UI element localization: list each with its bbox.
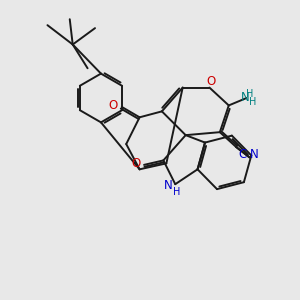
Text: C: C bbox=[238, 148, 247, 161]
Text: H: H bbox=[247, 88, 254, 98]
Text: H: H bbox=[173, 187, 180, 196]
Text: O: O bbox=[131, 157, 140, 170]
Text: O: O bbox=[109, 99, 118, 112]
Text: H: H bbox=[249, 97, 257, 106]
Text: N: N bbox=[241, 92, 250, 104]
Text: N: N bbox=[164, 179, 173, 192]
Text: O: O bbox=[206, 74, 216, 88]
Text: N: N bbox=[250, 148, 259, 161]
